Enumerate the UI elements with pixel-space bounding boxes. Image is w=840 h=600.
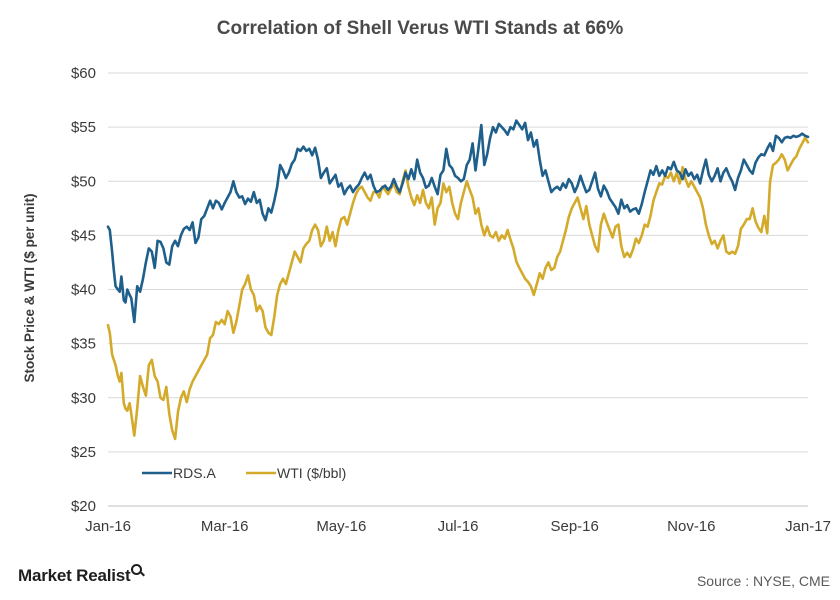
x-axis-ticks: Jan-16 Mar-16 May-16 Jul-16 Sep-16 Nov-16 Jan-… bbox=[85, 518, 831, 535]
y-tick-label: $60 bbox=[71, 65, 96, 82]
y-axis-label: Stock Price & WTI ($ per unit) bbox=[22, 193, 37, 382]
y-tick-label: $20 bbox=[71, 498, 96, 515]
legend-label-rds-a: RDS.A bbox=[173, 465, 216, 481]
y-tick-label: $45 bbox=[71, 227, 96, 244]
brand-logo: Market Realist bbox=[18, 564, 143, 586]
series-lines bbox=[106, 119, 810, 441]
series-line-wti bbox=[106, 136, 810, 441]
gridlines bbox=[108, 72, 808, 507]
x-tick-label: Nov-16 bbox=[667, 518, 715, 535]
x-tick-label: Jul-16 bbox=[438, 518, 479, 535]
y-axis-ticks: $60 $55 $50 $45 $40 $35 $30 $25 $20 bbox=[71, 65, 96, 515]
series-line-rds-a bbox=[106, 119, 810, 324]
legend: RDS.A WTI ($/bbl) bbox=[142, 465, 346, 481]
x-tick-label: Sep-16 bbox=[550, 518, 598, 535]
y-tick-label: $30 bbox=[71, 390, 96, 407]
source-note: Source : NYSE, CME bbox=[696, 573, 830, 589]
chart-title: Correlation of Shell Verus WTI Stands at… bbox=[216, 18, 624, 39]
x-tick-label: May-16 bbox=[316, 518, 366, 535]
brand-name: Market Realist bbox=[18, 566, 131, 585]
magnifier-icon bbox=[131, 564, 143, 575]
y-tick-label: $25 bbox=[71, 444, 96, 461]
legend-label-wti: WTI ($/bbl) bbox=[277, 465, 346, 481]
y-tick-label: $50 bbox=[71, 173, 96, 190]
y-tick-label: $35 bbox=[71, 336, 96, 353]
x-tick-label: Mar-16 bbox=[201, 518, 249, 535]
y-tick-label: $40 bbox=[71, 282, 96, 299]
x-tick-label: Jan-16 bbox=[85, 518, 131, 535]
y-tick-label: $55 bbox=[71, 119, 96, 136]
x-tick-label: Jan-17 bbox=[785, 518, 831, 535]
